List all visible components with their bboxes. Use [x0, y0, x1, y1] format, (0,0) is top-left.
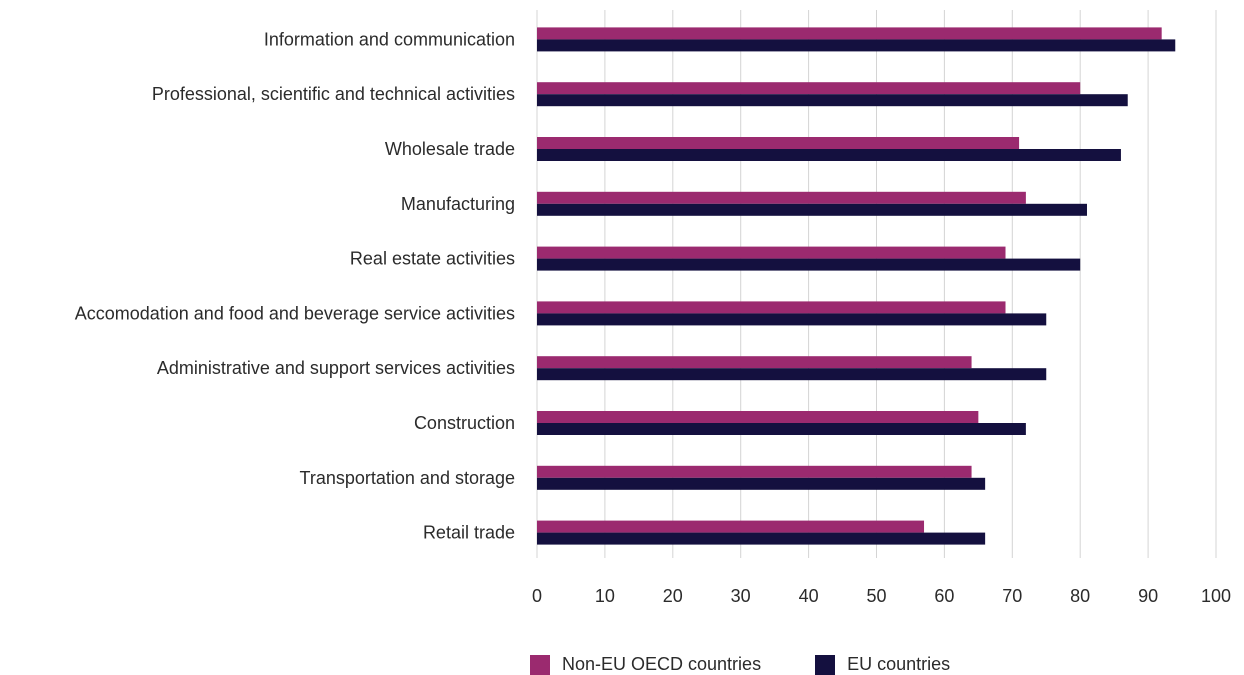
- x-tick-label: 60: [934, 586, 954, 606]
- category-label: Information and communication: [264, 29, 515, 49]
- x-tick-label: 50: [866, 586, 886, 606]
- category-label: Wholesale trade: [385, 139, 515, 159]
- bar-non-eu: [537, 27, 1162, 40]
- bar-eu: [537, 313, 1047, 326]
- legend-swatch-eu: [815, 654, 836, 675]
- category-label: Accomodation and food and beverage servi…: [75, 303, 515, 323]
- x-tick-label: 100: [1201, 586, 1231, 606]
- category-label: Administrative and support services acti…: [157, 358, 515, 378]
- bar-non-eu: [537, 356, 972, 369]
- bar-non-eu: [537, 411, 979, 423]
- bar-non-eu: [537, 301, 1006, 314]
- bar-non-eu: [537, 246, 1006, 259]
- bar-eu: [537, 368, 1047, 381]
- bar-eu: [537, 94, 1128, 107]
- bar-chart: Information and communication Professiona…: [75, 10, 1231, 606]
- category-label: Real estate activities: [350, 249, 515, 269]
- category-label: Retail trade: [423, 523, 515, 543]
- legend-item-eu: EU countries: [815, 654, 950, 675]
- bar-non-eu: [537, 520, 925, 533]
- bar-eu: [537, 203, 1087, 216]
- bar-eu: [537, 532, 986, 545]
- category-label: Construction: [414, 413, 515, 433]
- x-tick-label: 80: [1070, 586, 1090, 606]
- x-tick-label: 0: [532, 586, 542, 606]
- category-label: Manufacturing: [401, 194, 515, 214]
- legend-item-non-eu: Non-EU OECD countries: [530, 654, 761, 675]
- bar-non-eu: [537, 82, 1081, 95]
- x-tick-label: 70: [1002, 586, 1022, 606]
- bar-eu: [537, 423, 1026, 435]
- category-label: Transportation and storage: [300, 468, 515, 488]
- x-tick-label: 30: [731, 586, 751, 606]
- legend-swatch-non-eu: [530, 654, 550, 675]
- x-tick-labels: 0 10 20 30 40 50 60 70 80 90 100: [532, 586, 1231, 606]
- bar-non-eu: [537, 191, 1026, 204]
- bar-eu: [537, 39, 1176, 52]
- bar-eu: [537, 258, 1081, 271]
- bars: [537, 27, 1176, 545]
- bar-eu: [537, 149, 1121, 161]
- legend-label-eu: EU countries: [847, 654, 951, 674]
- legend-label-non-eu: Non-EU OECD countries: [562, 654, 762, 674]
- bar-eu: [537, 477, 986, 490]
- x-tick-label: 90: [1138, 586, 1158, 606]
- bar-non-eu: [537, 465, 972, 478]
- category-labels: Information and communication Professiona…: [75, 29, 515, 542]
- category-label: Professional, scientific and technical a…: [152, 84, 515, 104]
- bar-non-eu: [537, 137, 1020, 149]
- legend: Non-EU OECD countries EU countries: [530, 654, 1004, 675]
- x-tick-label: 40: [799, 586, 819, 606]
- x-tick-label: 10: [595, 586, 615, 606]
- x-tick-label: 20: [663, 586, 683, 606]
